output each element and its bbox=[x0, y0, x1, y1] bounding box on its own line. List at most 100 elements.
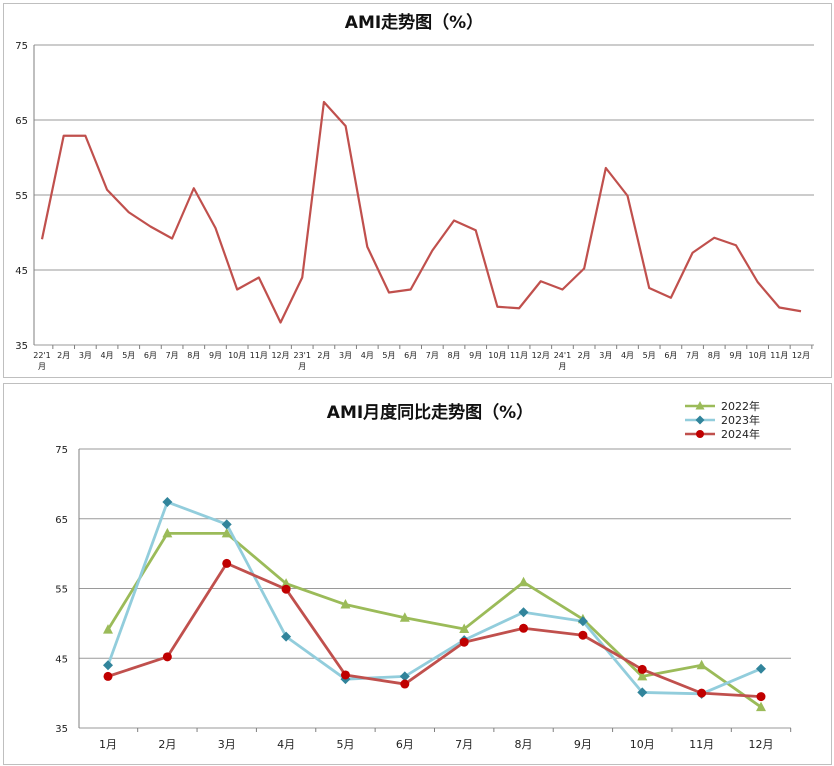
x-tick-label: 11月 bbox=[250, 351, 268, 360]
legend-marker bbox=[696, 430, 704, 438]
x-tick-label: 8月 bbox=[187, 351, 200, 360]
x-tick-label: 5月 bbox=[382, 351, 395, 360]
x-tick-label: 24'1 bbox=[554, 351, 571, 360]
x-tick-label: 12月 bbox=[532, 351, 550, 360]
data-point bbox=[637, 670, 648, 681]
y-tick-label: 55 bbox=[15, 191, 28, 202]
data-point bbox=[162, 652, 172, 662]
x-tick-label: 7月 bbox=[455, 738, 473, 751]
x-tick-label: 3月 bbox=[218, 738, 236, 751]
x-tick-label: 22'1 bbox=[33, 351, 50, 360]
series-line-2024年 bbox=[107, 561, 762, 699]
x-tick-label: 3月 bbox=[599, 351, 612, 360]
legend-marker bbox=[695, 401, 705, 410]
y-tick-label: 35 bbox=[55, 724, 68, 735]
data-point bbox=[518, 607, 529, 618]
data-point bbox=[399, 612, 410, 622]
series-line-2022年 bbox=[106, 531, 762, 709]
data-point bbox=[637, 664, 647, 674]
x-tick-label: 2月 bbox=[57, 351, 70, 360]
x-tick-label: 4月 bbox=[101, 351, 114, 360]
data-point bbox=[281, 631, 292, 642]
x-tick-label: 8月 bbox=[447, 351, 460, 360]
x-tick-label: 4月 bbox=[361, 351, 374, 360]
data-point bbox=[637, 687, 648, 698]
y-tick-label: 65 bbox=[15, 116, 28, 127]
y-tick-label: 65 bbox=[55, 515, 68, 526]
data-point bbox=[221, 527, 232, 538]
legend-label: 2024年 bbox=[721, 427, 760, 441]
y-tick-label: 75 bbox=[15, 41, 28, 52]
x-tick-label: 9月 bbox=[574, 738, 592, 751]
yoy-chart-svg: AMI月度同比走势图（%） 35 45 55 65 75 1月 2月 3月 4月 5月 6月 7月 8月… bbox=[55, 399, 792, 751]
data-point bbox=[162, 497, 173, 508]
data-point bbox=[756, 692, 766, 702]
trend-chart-svg: AMI走势图（%） 35 45 55 65 75 22'1 月 2月 3月 4月 5月 6月 7月 8月 9… bbox=[15, 12, 814, 371]
x-tick-label: 9月 bbox=[209, 351, 222, 360]
chart-panel-yoy: AMI月度同比走势图（%） 35 45 55 65 75 1月 2月 3月 4月 5月 6月 7月 8月… bbox=[3, 383, 832, 765]
data-point bbox=[459, 623, 470, 633]
x-tick-label: 7月 bbox=[426, 351, 439, 360]
data-point bbox=[340, 599, 351, 609]
x-tick-label: 2月 bbox=[578, 351, 591, 360]
x-tick-label: 10月 bbox=[228, 351, 246, 360]
x-tick-label: 10月 bbox=[749, 351, 767, 360]
x-tick-label: 5月 bbox=[122, 351, 135, 360]
x-tick-label: 2月 bbox=[158, 738, 176, 751]
x-tick-label: 10月 bbox=[630, 738, 655, 751]
x-tick-label-line2: 月 bbox=[38, 362, 46, 371]
x-tick-label: 4月 bbox=[277, 738, 295, 751]
y-tick-label: 45 bbox=[15, 266, 28, 277]
data-point bbox=[281, 578, 292, 588]
x-tick-label-line2: 月 bbox=[298, 362, 306, 371]
x-tick-label: 6月 bbox=[404, 351, 417, 360]
x-tick-label: 7月 bbox=[686, 351, 699, 360]
x-tick-label: 8月 bbox=[708, 351, 721, 360]
data-point bbox=[222, 558, 232, 568]
x-tick-label: 12月 bbox=[792, 351, 810, 360]
x-tick-label: 2月 bbox=[317, 351, 330, 360]
data-point bbox=[340, 670, 350, 680]
x-tick-label: 6月 bbox=[144, 351, 157, 360]
x-tick-label: 5月 bbox=[643, 351, 656, 360]
legend-label: 2023年 bbox=[721, 413, 760, 427]
y-tick-label: 75 bbox=[55, 445, 68, 456]
series-line-ami bbox=[40, 100, 802, 324]
x-tick-label: 11月 bbox=[689, 738, 714, 751]
x-tick-label: 9月 bbox=[729, 351, 742, 360]
legend-marker bbox=[695, 415, 705, 425]
data-point bbox=[577, 616, 588, 627]
y-tick-label: 35 bbox=[15, 341, 28, 352]
data-point bbox=[578, 630, 588, 640]
x-tick-label: 12月 bbox=[271, 351, 289, 360]
x-tick-label: 11月 bbox=[510, 351, 528, 360]
x-tick-label: 4月 bbox=[621, 351, 634, 360]
chart-title: AMI走势图（%） bbox=[345, 12, 483, 33]
x-tick-label: 10月 bbox=[488, 351, 506, 360]
x-tick-label: 8月 bbox=[515, 738, 533, 751]
data-point bbox=[756, 701, 766, 712]
data-point bbox=[103, 624, 113, 634]
data-point bbox=[162, 527, 173, 538]
y-tick-label: 45 bbox=[55, 654, 68, 665]
x-tick-label: 7月 bbox=[166, 351, 179, 360]
x-tick-label: 11月 bbox=[770, 351, 788, 360]
x-tick-label: 12月 bbox=[749, 738, 774, 751]
data-point bbox=[519, 623, 529, 633]
data-point bbox=[756, 663, 766, 674]
x-tick-label: 1月 bbox=[99, 738, 117, 751]
chart-title: AMI月度同比走势图（%） bbox=[327, 402, 533, 423]
data-point bbox=[400, 679, 410, 689]
legend-label: 2022年 bbox=[721, 399, 760, 413]
chart-panel-trend: AMI走势图（%） 35 45 55 65 75 22'1 月 2月 3月 4月 5月 6月 7月 8月 9… bbox=[3, 3, 832, 378]
data-point bbox=[103, 671, 113, 681]
series-line-2023年 bbox=[106, 500, 762, 696]
data-point bbox=[399, 671, 410, 682]
data-point bbox=[459, 637, 469, 647]
x-tick-label-line2: 月 bbox=[558, 362, 566, 371]
data-point bbox=[281, 584, 291, 594]
x-tick-label: 9月 bbox=[469, 351, 482, 360]
data-point bbox=[697, 688, 707, 698]
data-point bbox=[696, 659, 707, 670]
data-point bbox=[221, 519, 232, 530]
